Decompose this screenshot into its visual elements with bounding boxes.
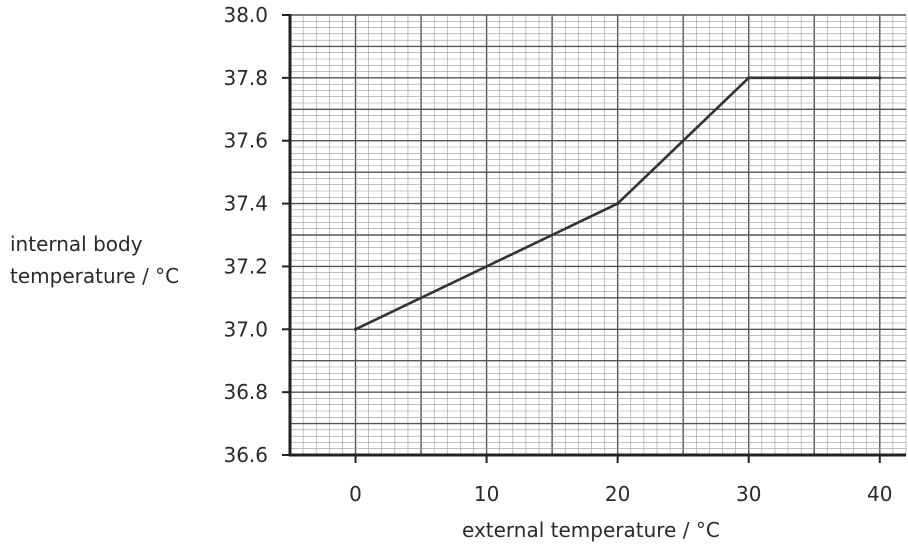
x-axis-label: external temperature / °C xyxy=(462,518,720,542)
y-tick-label: 37.6 xyxy=(223,129,268,153)
y-axis-label-line-1: internal body xyxy=(10,232,143,256)
y-tick-label: 37.4 xyxy=(223,192,268,216)
data-point xyxy=(878,76,882,80)
data-point xyxy=(616,201,620,206)
x-tick-label: 30 xyxy=(736,482,761,506)
x-tick-label: 10 xyxy=(474,482,499,506)
y-axis-label-line-2: temperature / °C xyxy=(10,264,180,288)
y-tick-label: 37.8 xyxy=(223,66,268,90)
data-point xyxy=(353,327,358,331)
series-line xyxy=(354,76,882,331)
chart-axes xyxy=(288,14,906,457)
chart-series xyxy=(353,76,882,331)
x-tick-label: 40 xyxy=(867,482,892,506)
chart-ticks: 36.6 36.8 37.0 37.2 37.4 37.6 37.8 38.0 0 10 20 30 4… xyxy=(223,3,892,506)
y-tick-label: 36.6 xyxy=(223,443,268,467)
chart-grid xyxy=(289,14,907,456)
x-tick-label: 0 xyxy=(349,482,362,506)
x-tick-label: 20 xyxy=(605,482,630,506)
y-tick-label: 38.0 xyxy=(223,3,268,27)
y-tick-label: 36.8 xyxy=(223,380,268,404)
data-point xyxy=(747,76,751,80)
y-tick-label: 37.2 xyxy=(223,254,268,278)
y-tick-label: 37.0 xyxy=(223,317,268,341)
